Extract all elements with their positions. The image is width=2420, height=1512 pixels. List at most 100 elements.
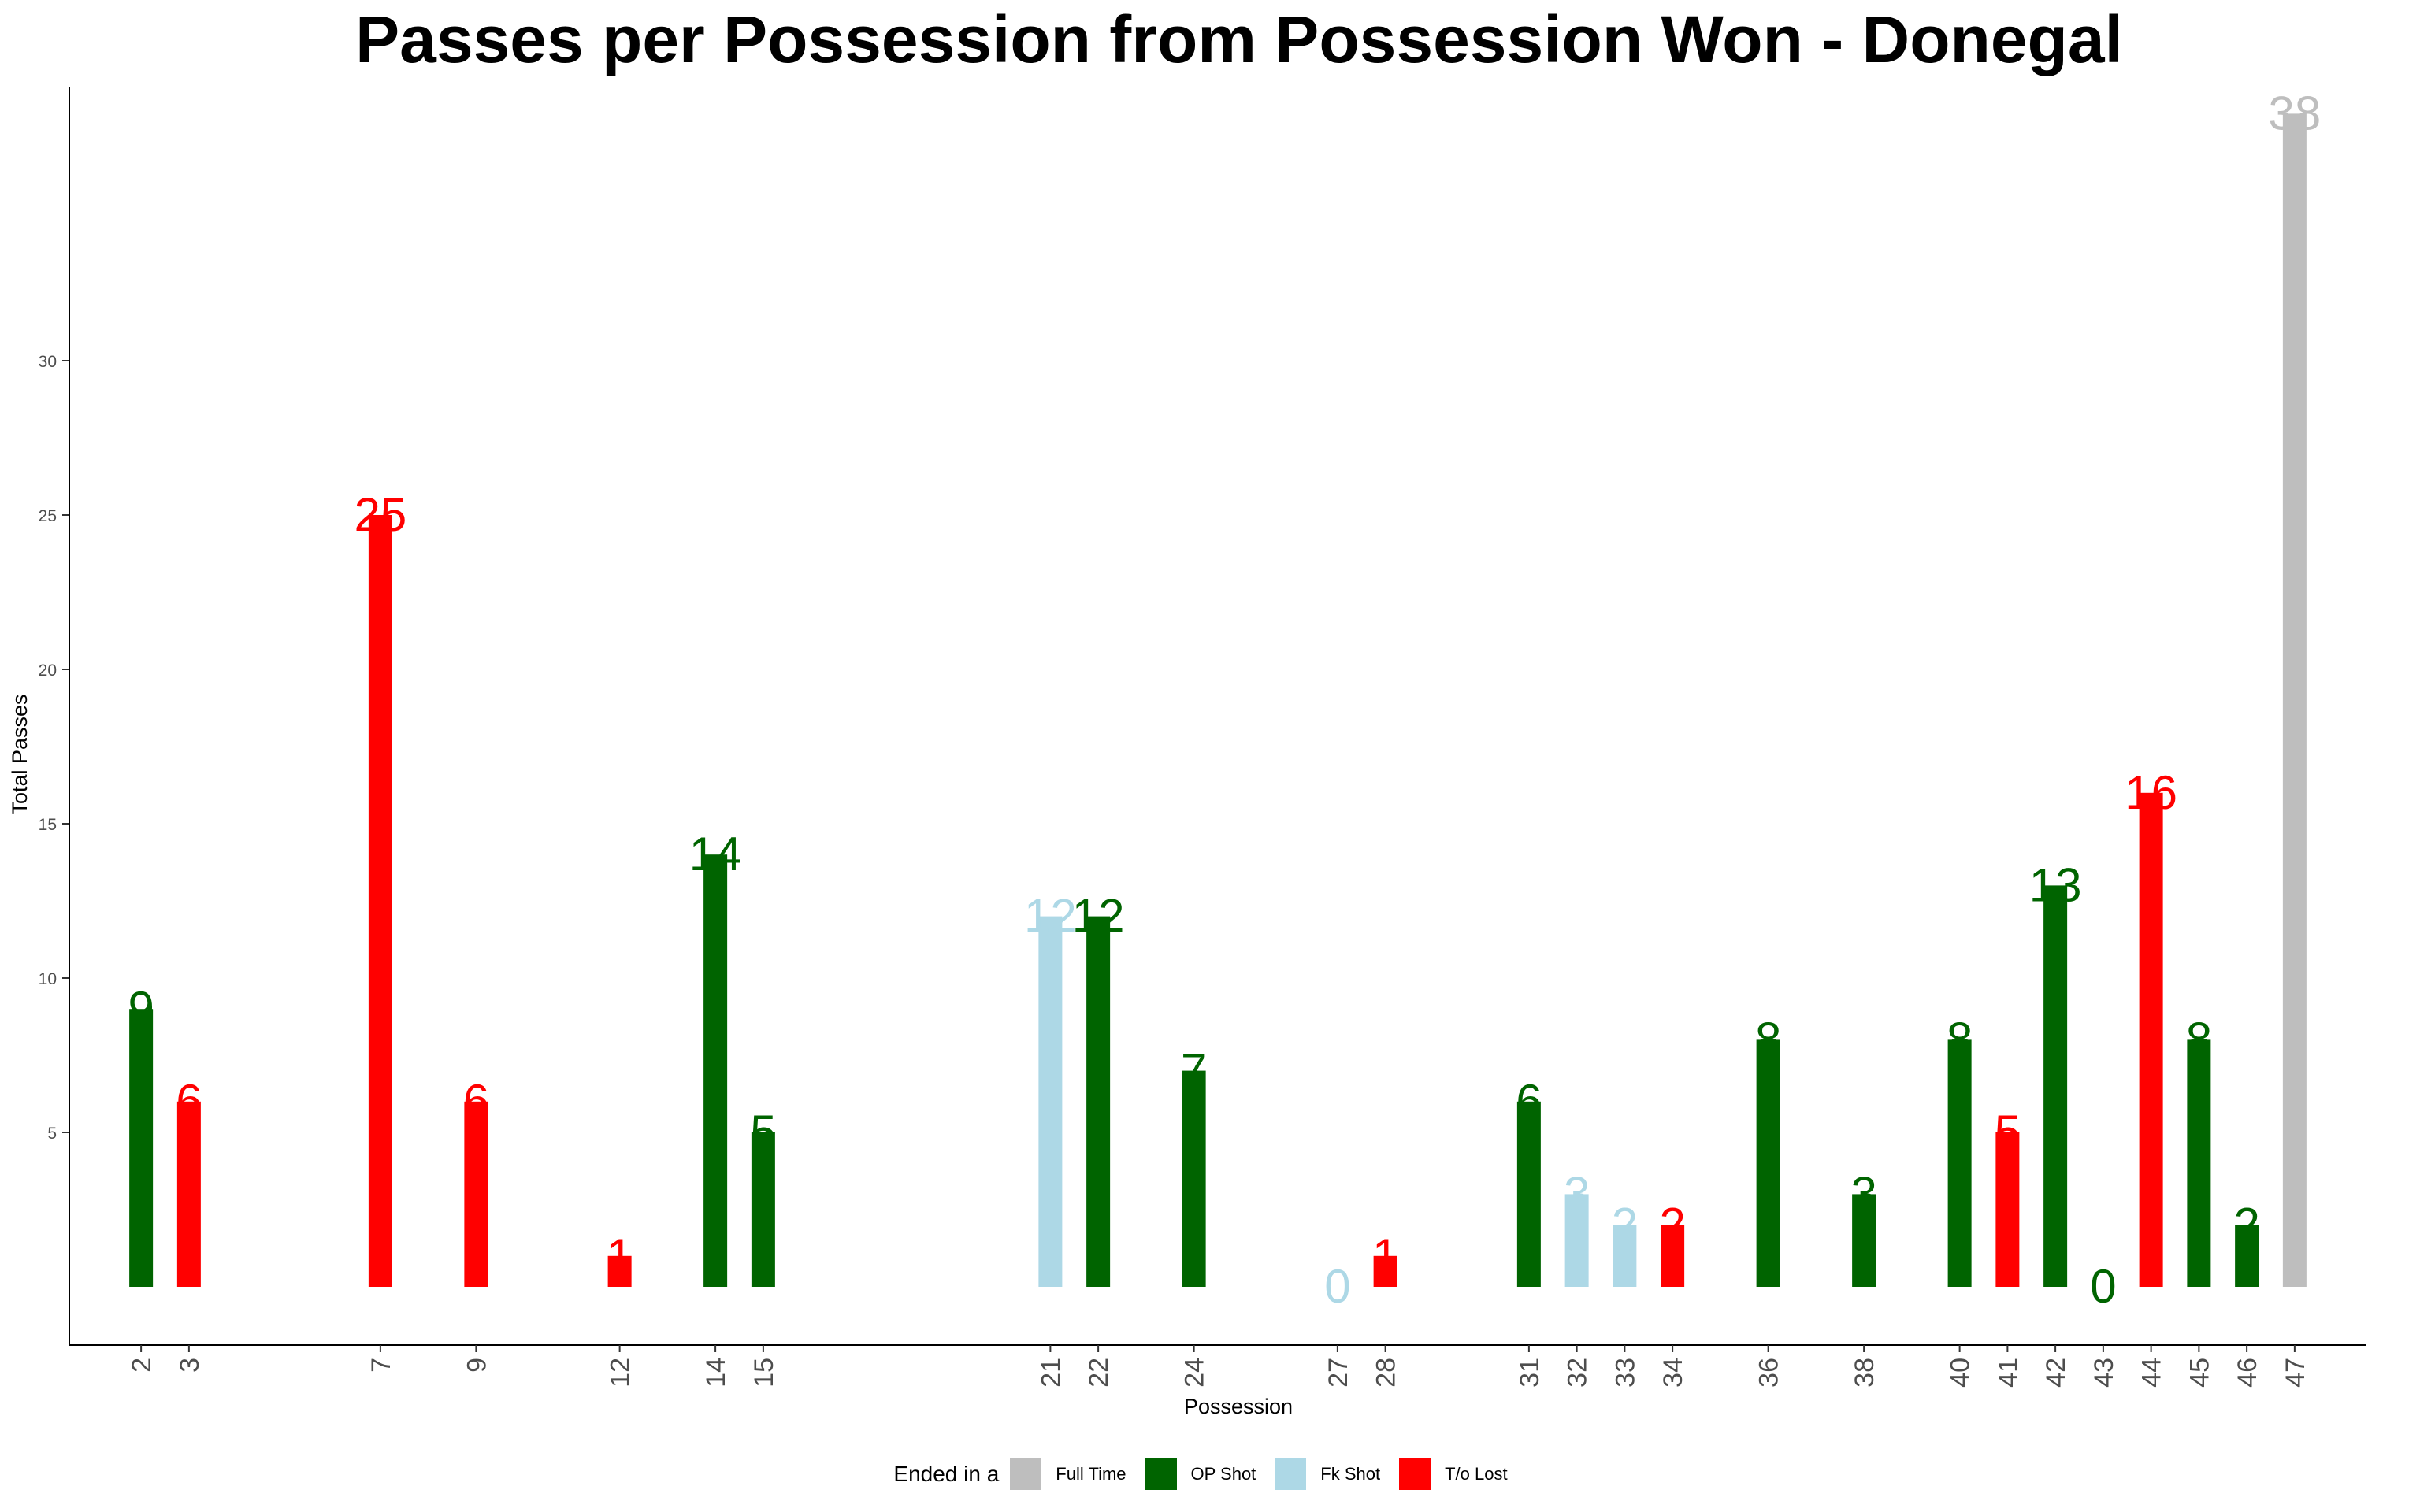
y-tick-label: 15 — [39, 816, 57, 834]
bar-possession-28 — [1373, 1255, 1397, 1287]
data-label: 9 — [128, 982, 154, 1035]
bar-possession-38 — [1852, 1194, 1876, 1287]
x-tick-label: 46 — [2233, 1358, 2262, 1388]
bar-possession-24 — [1182, 1070, 1206, 1287]
x-tick-label: 42 — [2041, 1358, 2071, 1388]
data-label: 12 — [1072, 890, 1125, 943]
data-label: 8 — [2186, 1013, 2212, 1065]
y-tick-label: 10 — [39, 970, 57, 988]
data-label: 6 — [1516, 1075, 1542, 1128]
data-label: 2 — [1612, 1199, 1638, 1251]
bars-group — [129, 113, 2307, 1287]
bar-possession-9 — [464, 1101, 488, 1287]
x-tick-label: 14 — [701, 1358, 731, 1388]
x-tick-label: 43 — [2089, 1358, 2119, 1388]
bar-possession-40 — [1947, 1040, 1972, 1287]
legend-item: T/o Lost — [1399, 1458, 1508, 1490]
data-label: 1 — [607, 1229, 633, 1282]
data-label: 12 — [1024, 890, 1077, 943]
bar-possession-3 — [176, 1101, 201, 1287]
legend-swatch — [1145, 1458, 1177, 1490]
legend-label: OP Shot — [1190, 1464, 1256, 1484]
x-tick-label: 41 — [1993, 1358, 2023, 1388]
data-label: 7 — [1181, 1044, 1207, 1097]
x-tick-label: 45 — [2184, 1358, 2214, 1388]
x-tick-label: 12 — [606, 1358, 636, 1388]
bar-possession-2 — [129, 1009, 154, 1287]
bar-possession-44 — [2139, 792, 2163, 1287]
data-label: 6 — [463, 1075, 489, 1128]
bar-possession-12 — [607, 1255, 632, 1287]
legend-title: Ended in a — [893, 1462, 1000, 1486]
bar-possession-7 — [368, 515, 392, 1287]
x-tick-label: 34 — [1658, 1358, 1688, 1388]
x-tick-label: 22 — [1084, 1358, 1114, 1388]
x-tick-label: 32 — [1563, 1358, 1593, 1388]
data-label: 3 — [1564, 1167, 1590, 1220]
data-label: 1 — [1372, 1229, 1398, 1282]
bar-possession-41 — [1995, 1132, 2020, 1287]
legend-swatch — [1010, 1458, 1042, 1490]
data-label: 0 — [2090, 1260, 2116, 1313]
bar-possession-46 — [2235, 1225, 2259, 1287]
bar-possession-22 — [1086, 916, 1111, 1287]
legend-item: Fk Shot — [1275, 1458, 1380, 1490]
legend: Ended in a Full Time OP Shot Fk Shot T/o Lo… — [0, 1457, 2420, 1492]
legend-item: Full Time — [1010, 1458, 1126, 1490]
y-tick-label: 30 — [39, 353, 57, 371]
data-label: 5 — [1995, 1106, 2021, 1158]
x-tick-label: 44 — [2137, 1358, 2167, 1388]
y-tick-label: 25 — [39, 507, 57, 525]
x-tick-label: 40 — [1946, 1358, 1976, 1388]
bar-possession-34 — [1661, 1225, 1685, 1287]
x-axis-title: Possession — [1184, 1395, 1293, 1418]
y-tick-label: 5 — [47, 1125, 57, 1143]
data-label: 13 — [2029, 858, 2082, 911]
x-tick-label: 36 — [1754, 1358, 1784, 1388]
x-tick-label: 33 — [1610, 1358, 1640, 1388]
x-tick-label: 3 — [175, 1358, 205, 1373]
x-tick-label: 31 — [1515, 1358, 1545, 1388]
data-label: 8 — [1947, 1013, 1973, 1065]
legend-swatch — [1399, 1458, 1431, 1490]
legend-item: OP Shot — [1145, 1458, 1256, 1490]
bar-possession-15 — [751, 1132, 775, 1287]
y-axis-title: Total Passes — [8, 694, 32, 814]
x-tick-label: 2 — [127, 1358, 157, 1373]
legend-label: Fk Shot — [1320, 1464, 1381, 1484]
legend-label: T/o Lost — [1445, 1464, 1508, 1484]
x-tick-label: 38 — [1850, 1358, 1880, 1388]
bar-possession-33 — [1613, 1225, 1637, 1287]
data-label: 3 — [1850, 1167, 1876, 1220]
data-label: 0 — [1324, 1260, 1350, 1313]
x-tick-label: 27 — [1323, 1358, 1353, 1388]
data-label: 5 — [750, 1106, 776, 1158]
x-tick-label: 7 — [366, 1358, 396, 1373]
bar-possession-36 — [1756, 1040, 1780, 1287]
x-tick-label: 24 — [1180, 1358, 1210, 1388]
data-label: 8 — [1755, 1013, 1781, 1065]
data-label: 14 — [689, 828, 742, 880]
data-label: 2 — [1659, 1199, 1685, 1251]
x-tick-label: 9 — [462, 1358, 492, 1373]
bar-possession-47 — [2282, 113, 2307, 1287]
x-tick-label: 47 — [2281, 1358, 2311, 1388]
bar-possession-14 — [703, 854, 728, 1287]
x-tick-label: 15 — [749, 1358, 779, 1388]
legend-label: Full Time — [1056, 1464, 1126, 1484]
legend-swatch — [1275, 1458, 1307, 1490]
bar-possession-32 — [1564, 1194, 1589, 1287]
data-label: 6 — [176, 1075, 202, 1128]
bar-possession-42 — [2043, 885, 2068, 1287]
data-label: 2 — [2233, 1199, 2259, 1251]
data-label: 16 — [2125, 766, 2177, 819]
bar-possession-45 — [2187, 1040, 2211, 1287]
bar-possession-21 — [1038, 916, 1063, 1287]
chart-title: Passes per Possession from Possession Wo… — [355, 2, 2123, 76]
y-tick-label: 20 — [39, 662, 57, 680]
x-tick-label: 28 — [1371, 1358, 1401, 1388]
bar-possession-31 — [1516, 1101, 1541, 1287]
